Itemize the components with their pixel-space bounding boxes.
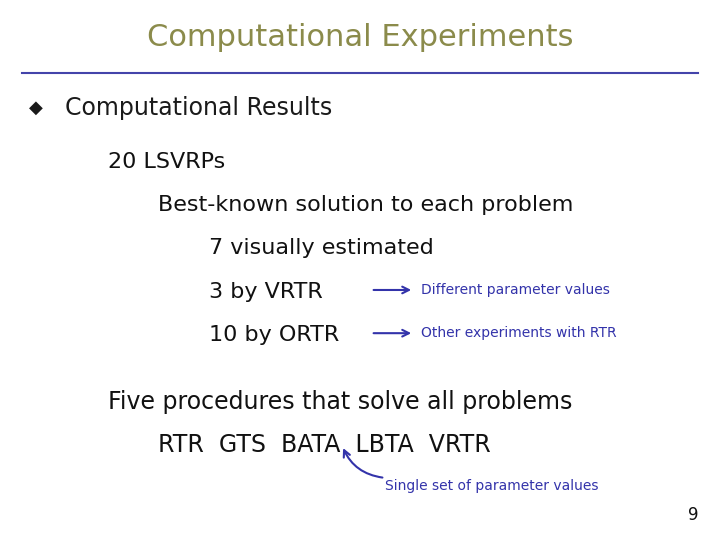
Text: Different parameter values: Different parameter values: [421, 283, 610, 297]
Text: 10 by ORTR: 10 by ORTR: [209, 325, 339, 345]
Text: ◆: ◆: [29, 99, 42, 117]
Text: 7 visually estimated: 7 visually estimated: [209, 238, 433, 259]
Text: Best-known solution to each problem: Best-known solution to each problem: [158, 195, 574, 215]
Text: 3 by VRTR: 3 by VRTR: [209, 281, 323, 302]
Text: Five procedures that solve all problems: Five procedures that solve all problems: [108, 390, 572, 414]
Text: 9: 9: [688, 506, 698, 524]
Text: Single set of parameter values: Single set of parameter values: [385, 479, 599, 493]
Text: Computational Experiments: Computational Experiments: [147, 23, 573, 52]
Text: 20 LSVRPs: 20 LSVRPs: [108, 152, 225, 172]
Text: Computational Results: Computational Results: [65, 96, 332, 120]
Text: Other experiments with RTR: Other experiments with RTR: [421, 326, 617, 340]
Text: RTR  GTS  BATA  LBTA  VRTR: RTR GTS BATA LBTA VRTR: [158, 434, 491, 457]
